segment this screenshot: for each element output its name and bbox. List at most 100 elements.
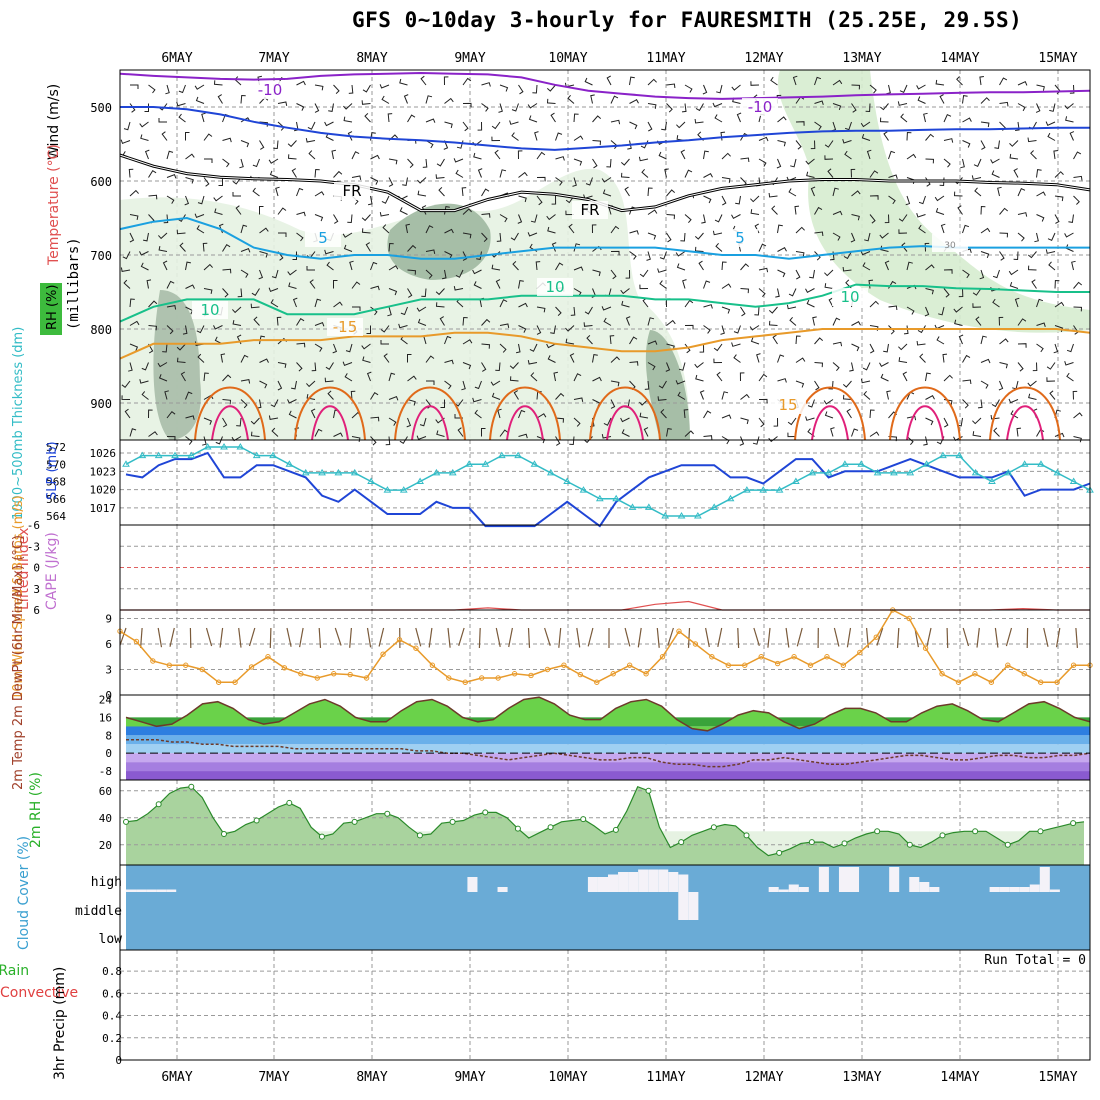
thickness-marker <box>677 512 686 519</box>
wind-barb <box>382 224 390 234</box>
wind-barb <box>733 325 741 334</box>
wind-barb <box>166 280 175 289</box>
wind-barb <box>610 399 616 409</box>
wind-barb <box>530 372 538 382</box>
precip-tick-label: 0.2 <box>102 1032 122 1045</box>
surface-wind-barb <box>366 627 372 648</box>
wind-barb <box>675 380 686 385</box>
wind-barb <box>572 177 577 187</box>
surface-wind-barb <box>286 627 292 647</box>
wind-barb <box>740 157 750 163</box>
wind-barb <box>721 436 730 445</box>
wind-barb <box>754 306 760 316</box>
wind-barb <box>351 151 360 160</box>
wind-barb <box>129 343 139 351</box>
wind-barb <box>361 214 371 222</box>
wind-barb <box>828 297 834 308</box>
wind-barb <box>863 390 871 400</box>
wind-barb <box>900 113 908 123</box>
wind-barb <box>865 103 871 113</box>
wind-speed-marker <box>199 666 205 673</box>
slp-axis-label: SLP (mb) <box>45 441 60 500</box>
wind-barb <box>179 242 186 252</box>
wind-barb <box>178 113 186 123</box>
wind-barb <box>196 225 205 234</box>
wind-barb <box>886 84 891 95</box>
thickness-marker <box>318 468 326 476</box>
rh-marker <box>743 832 750 839</box>
high-cloud-bar <box>999 887 1010 892</box>
thickness-marker <box>1037 460 1045 467</box>
contour-label-bg <box>305 229 341 247</box>
wind-barb <box>325 362 334 370</box>
rh-marker <box>612 826 619 833</box>
wind-barb <box>1054 301 1065 308</box>
wind-barb <box>287 140 297 148</box>
wind-barb <box>399 436 408 444</box>
wind-barb <box>1073 195 1080 205</box>
wind-barb <box>123 279 131 289</box>
rh-marker <box>416 832 423 839</box>
wind-barb <box>259 121 269 127</box>
wind-speed-marker <box>133 638 140 645</box>
wind-barb <box>348 84 354 94</box>
thickness-marker <box>367 477 375 484</box>
wind-barb <box>1017 343 1027 348</box>
thickness-marker <box>122 460 130 467</box>
wind-barb <box>176 101 186 107</box>
wind-barb <box>721 306 731 314</box>
surface-wind-barb <box>946 627 949 649</box>
contour-label: 10 <box>545 278 564 296</box>
wind-barb <box>419 417 427 427</box>
temperature-contour-25 <box>906 405 944 441</box>
wind-barb <box>436 430 445 437</box>
precip-convective-label: Convective <box>0 985 78 1001</box>
wind-barb <box>740 288 750 294</box>
surface-wind-barb <box>994 627 999 648</box>
rh-marker <box>645 787 652 794</box>
x-tick-label-bottom: 8MAY <box>356 1070 387 1085</box>
wind-barb <box>435 302 445 308</box>
wind-barb <box>1064 232 1074 238</box>
wind-barb <box>999 362 1008 369</box>
wind-barb <box>786 304 797 310</box>
wind-barb <box>925 372 931 382</box>
wind-barb <box>333 214 339 224</box>
wind-barb <box>240 94 246 104</box>
wind-barb <box>343 103 353 110</box>
wind-barb <box>942 353 948 363</box>
wind-barb <box>758 243 767 252</box>
wind-barb <box>832 103 842 111</box>
wind-barb <box>1072 390 1078 400</box>
wind-barb <box>361 343 371 350</box>
wind-barb <box>999 338 1009 345</box>
thickness-marker <box>285 460 294 467</box>
wind-barb <box>1064 361 1074 366</box>
wind-speed-marker <box>1021 671 1027 677</box>
wind-barb <box>462 251 468 261</box>
high-cloud-bar <box>768 887 779 892</box>
wind-barb <box>703 280 711 289</box>
wind-barb <box>824 140 834 148</box>
temperature-contour-25 <box>211 405 249 441</box>
wind-barb <box>161 131 168 141</box>
wind-barb <box>277 101 288 107</box>
wind-barb <box>1027 251 1037 259</box>
wind-barb <box>474 409 482 419</box>
thickness-tick-label: 568 <box>46 476 66 489</box>
wind-barb <box>777 269 786 278</box>
wind-barb <box>381 95 390 104</box>
wind-barb <box>550 325 556 334</box>
wind-barb <box>602 189 612 197</box>
middle-cloud-bar <box>678 892 689 920</box>
wind-barb <box>271 427 279 437</box>
wind-barb <box>842 394 852 400</box>
surface-wind-barb <box>687 627 691 648</box>
wind-barb <box>814 100 824 105</box>
wind-barb <box>610 356 620 363</box>
wind-barb <box>620 158 630 166</box>
wind-barb <box>495 362 501 372</box>
wind-barb <box>142 232 149 242</box>
wind-barb <box>916 213 926 218</box>
